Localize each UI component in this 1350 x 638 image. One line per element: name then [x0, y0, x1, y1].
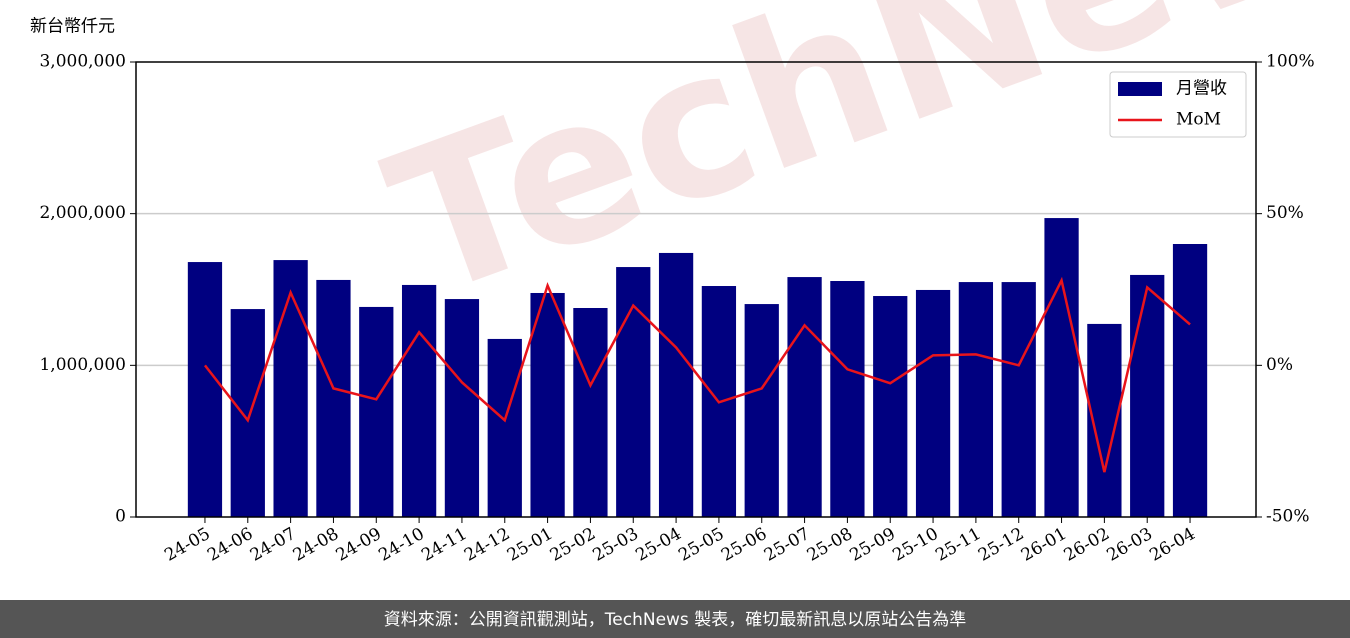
y2-tick-label: 0%	[1266, 355, 1293, 375]
x-tick-label: 25-10	[889, 524, 941, 566]
y2-tick-label: 100%	[1266, 52, 1315, 72]
x-tick-label: 25-09	[847, 524, 899, 566]
bar	[616, 267, 651, 517]
x-tick-label: 25-02	[547, 524, 599, 566]
y-tick-label: 1,000,000	[39, 355, 126, 375]
bar	[787, 277, 822, 517]
bar	[316, 279, 351, 517]
bar	[487, 338, 522, 517]
legend-label: 月營收	[1176, 79, 1227, 99]
plot-frame	[135, 61, 1257, 518]
x-tick-label: 24-11	[418, 524, 470, 566]
bar	[1172, 244, 1208, 517]
x-tick-label: 25-04	[632, 524, 684, 566]
x-tick-label: 24-06	[204, 524, 256, 566]
bar	[187, 262, 223, 517]
bar	[273, 260, 308, 517]
bar	[530, 292, 565, 517]
x-tick-label: 26-04	[1146, 524, 1198, 566]
x-tick-label: 24-09	[333, 524, 385, 566]
bar	[401, 284, 437, 517]
bar	[230, 309, 265, 517]
footer-band	[0, 600, 1350, 638]
x-tick-label: 26-02	[1061, 524, 1113, 566]
bar	[830, 281, 865, 517]
bar	[359, 306, 394, 517]
bar	[744, 304, 779, 517]
bar	[1001, 282, 1036, 517]
legend-label: MoM	[1176, 110, 1221, 130]
y-tick-label: 0	[115, 507, 126, 527]
x-tick-label: 25-07	[761, 524, 813, 566]
x-tick-label: 25-03	[590, 524, 642, 566]
x-tick-label: 24-05	[161, 524, 213, 566]
y-axis-label: 新台幣仟元	[30, 17, 115, 37]
y-tick-label: 3,000,000	[39, 52, 126, 72]
bar	[444, 299, 480, 517]
footer-text: 資料來源：公開資訊觀測站，TechNews 製表，確切最新訊息以原站公告為準	[384, 610, 966, 630]
bar	[573, 308, 608, 517]
x-tick-label: 25-06	[718, 524, 770, 566]
x-tick-label: 24-12	[461, 524, 513, 566]
x-tick-label: 24-10	[375, 524, 427, 566]
y2-tick-label: 50%	[1266, 203, 1304, 223]
bar	[1130, 274, 1165, 517]
x-tick-label: 25-01	[504, 524, 556, 566]
line	[203, 276, 1191, 473]
bar	[958, 282, 994, 517]
x-tick-label: 26-03	[1104, 524, 1156, 566]
x-tick-label: 25-11	[932, 524, 984, 566]
x-tick-label: 24-07	[247, 524, 299, 566]
bar	[658, 252, 694, 517]
x-tick-label: 26-01	[1018, 524, 1070, 566]
legend-swatch	[1118, 82, 1162, 96]
x-tick-label: 25-12	[975, 524, 1027, 566]
bar	[915, 289, 951, 517]
bar	[873, 296, 908, 517]
x-tick-label: 24-08	[290, 524, 342, 566]
y2-tick-label: -50%	[1266, 507, 1310, 527]
x-tick-label: 25-05	[675, 524, 727, 566]
bar	[1044, 218, 1079, 517]
x-tick-label: 25-08	[804, 524, 856, 566]
y-tick-label: 2,000,000	[39, 203, 126, 223]
